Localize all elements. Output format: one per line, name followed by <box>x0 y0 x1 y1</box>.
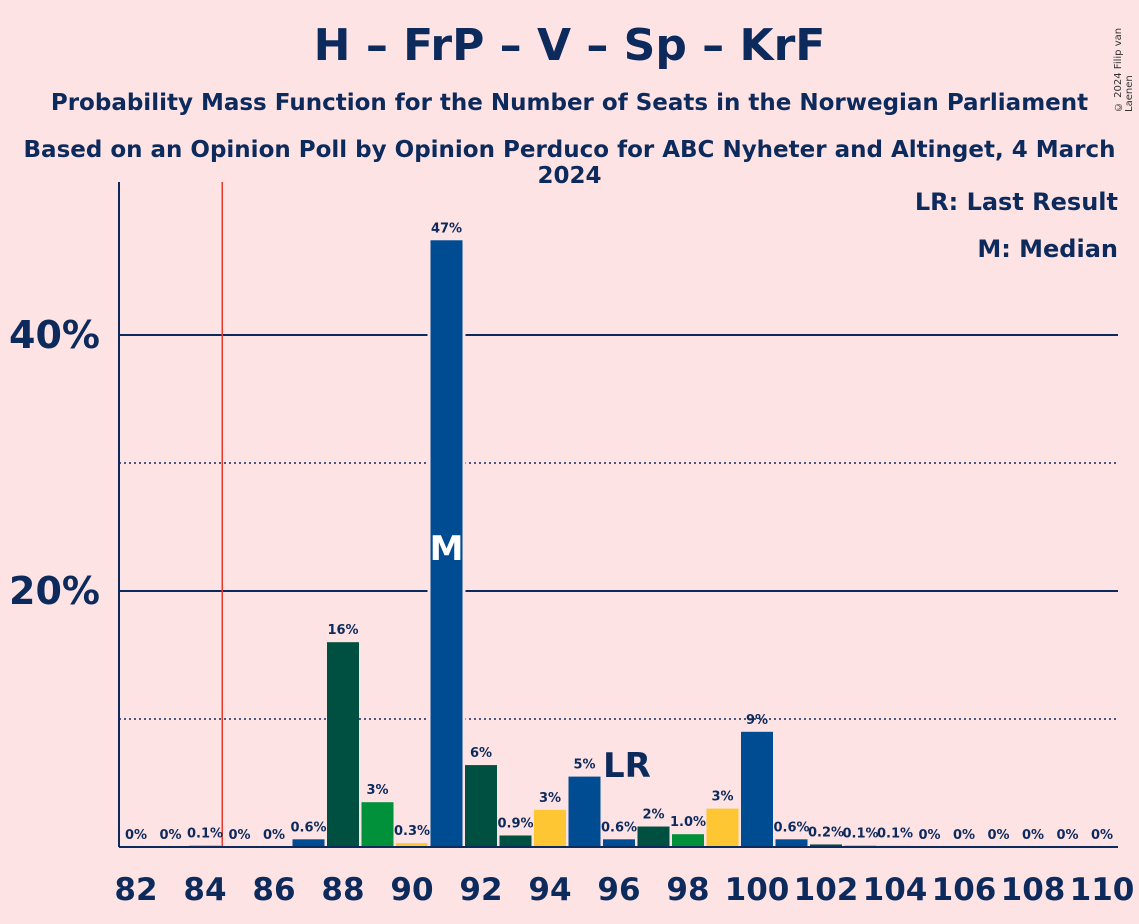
bar-value-label: 1.0% <box>670 815 706 830</box>
x-tick-label: 86 <box>252 872 295 908</box>
bar-96 <box>603 839 635 847</box>
x-tick-label: 110 <box>1070 872 1135 908</box>
bar-94 <box>534 809 566 847</box>
bar-value-label: 0% <box>987 828 1009 843</box>
x-tick-label: 88 <box>321 872 364 908</box>
bar-88 <box>327 642 359 847</box>
bar-95 <box>568 776 601 847</box>
bar-89 <box>361 802 394 847</box>
bar-value-label: 0% <box>953 828 975 843</box>
legend-last-result: LR: Last Result <box>915 188 1118 216</box>
bar-value-label: 0% <box>1056 828 1078 843</box>
bar-value-label: 0.6% <box>290 820 326 835</box>
bar-91 <box>430 240 463 847</box>
bar-value-label: 9% <box>746 713 768 728</box>
bar-99 <box>706 808 739 847</box>
bar-value-label: 16% <box>327 623 358 638</box>
bar-value-label: 47% <box>431 221 462 236</box>
bar-value-label: 2% <box>642 808 664 823</box>
bar-90 <box>396 843 428 847</box>
bar-value-label: 5% <box>573 758 595 773</box>
y-tick-label: 20% <box>9 569 100 613</box>
bar-93 <box>499 835 532 847</box>
bar-value-label: 0.1% <box>187 827 223 842</box>
bar-labels: 0% 0% 0.1% 0% 0% 0.6% 16% 3% 0.3% 47% M 6% 0.9% 3% 5% 0… <box>125 221 1113 843</box>
bar-value-label: 0.1% <box>842 827 878 842</box>
bar-value-label: 0% <box>1091 828 1113 843</box>
bar-value-label: 0.6% <box>773 820 809 835</box>
x-tick-label: 94 <box>528 872 571 908</box>
bar-value-label: 0.6% <box>601 820 637 835</box>
x-tick-label: 90 <box>390 872 433 908</box>
bars <box>189 237 911 847</box>
bar-value-label: 0% <box>159 828 181 843</box>
bar-87 <box>292 839 325 847</box>
x-tick-label: 108 <box>1001 872 1066 908</box>
bar-92 <box>465 765 497 847</box>
bar-value-label: 3% <box>539 791 561 806</box>
bar-102 <box>810 844 842 847</box>
bar-98 <box>672 834 704 847</box>
x-tick-label: 100 <box>725 872 790 908</box>
last-result-marker: LR <box>603 746 651 786</box>
bar-value-label: 3% <box>366 783 388 798</box>
bar-value-label: 0% <box>228 828 250 843</box>
x-tick-label: 82 <box>114 872 157 908</box>
gridlines <box>119 182 1118 847</box>
bar-value-label: 3% <box>711 790 733 805</box>
legend-median: M: Median <box>977 235 1118 263</box>
bar-value-label: 6% <box>470 746 492 761</box>
bar-value-label: 0.9% <box>497 816 533 831</box>
chart-title: H – FrP – V – Sp – KrF <box>313 20 826 71</box>
x-tick-label: 102 <box>794 872 859 908</box>
bar-value-label: 0% <box>263 828 285 843</box>
bar-value-label: 0% <box>125 828 147 843</box>
x-axis: 82 84 86 88 90 92 94 96 98 100 102 104 106 108 110 <box>114 846 1135 908</box>
bar-97 <box>637 826 670 847</box>
y-tick-label: 40% <box>9 313 100 357</box>
x-tick-label: 96 <box>597 872 640 908</box>
x-tick-label: 106 <box>932 872 997 908</box>
x-tick-label: 104 <box>863 872 928 908</box>
x-tick-label: 98 <box>666 872 709 908</box>
bar-100 <box>741 731 773 847</box>
x-tick-label: 92 <box>459 872 502 908</box>
x-tick-label: 84 <box>183 872 226 908</box>
bar-101 <box>775 839 808 847</box>
median-marker: M <box>430 529 464 569</box>
bar-value-label: 0.1% <box>877 827 913 842</box>
chart-subtitle: Probability Mass Function for the Number… <box>50 90 1089 116</box>
y-axis: 20% 40% <box>9 182 120 847</box>
bar-value-label: 0.2% <box>808 825 844 840</box>
bar-value-label: 0.3% <box>394 824 430 839</box>
chart-source: Based on an Opinion Poll by Opinion Perd… <box>23 137 1116 189</box>
bar-value-label: 0% <box>1022 828 1044 843</box>
bar-value-label: 0% <box>918 828 940 843</box>
